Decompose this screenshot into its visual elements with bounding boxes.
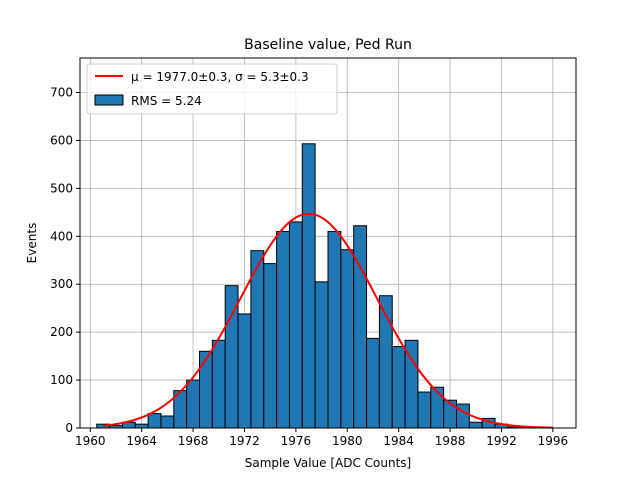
histogram-bar	[468, 421, 483, 429]
y-axis-ticks: 0 100 200 300 400 500 600 700	[50, 86, 80, 435]
legend: μ = 1977.0±0.3, σ = 5.3±0.3 RMS = 5.24	[86, 63, 338, 115]
x-tick-label: 1964	[126, 434, 157, 448]
histogram-bar	[327, 230, 342, 429]
legend-box	[86, 63, 338, 115]
x-axis-label: Sample Value [ADC Counts]	[245, 456, 411, 470]
y-tick-label: 300	[50, 277, 73, 291]
chart-title: Baseline value, Ped Run	[244, 37, 412, 53]
legend-fit-label: μ = 1977.0±0.3, σ = 5.3±0.3	[131, 70, 309, 84]
x-tick-label: 1988	[435, 434, 466, 448]
x-tick-label: 1984	[383, 434, 414, 448]
histogram-bar	[340, 249, 355, 429]
x-tick-label: 1980	[332, 434, 363, 448]
histogram-bar	[237, 313, 252, 429]
y-tick-label: 200	[50, 325, 73, 339]
x-tick-label: 1968	[178, 434, 209, 448]
histogram-bar	[301, 143, 316, 429]
histogram-bar	[353, 225, 368, 429]
y-tick-label: 600	[50, 133, 73, 147]
histogram-bar	[263, 263, 278, 429]
x-tick-label: 1960	[75, 434, 106, 448]
histogram-bar	[430, 386, 445, 429]
histogram-bar	[417, 391, 432, 429]
histogram-bar	[134, 423, 149, 429]
x-tick-label: 1972	[229, 434, 260, 448]
axes-frame	[79, 57, 577, 429]
histogram-bar	[391, 346, 406, 429]
y-tick-label: 700	[50, 86, 73, 100]
histogram-bar	[147, 413, 162, 429]
histogram-bar	[160, 415, 175, 429]
y-tick-label: 500	[50, 181, 73, 195]
x-tick-label: 1996	[538, 434, 569, 448]
histogram-bar	[314, 281, 329, 429]
histogram-bar	[288, 221, 303, 429]
y-axis-label: Events	[25, 223, 39, 264]
histogram-bar	[250, 250, 265, 429]
histogram-bar	[366, 337, 380, 429]
histogram-bar	[211, 339, 226, 429]
histogram-bar	[199, 350, 213, 429]
y-tick-label: 100	[50, 373, 73, 387]
x-tick-label: 1976	[281, 434, 312, 448]
x-axis-ticks: 1960 1964 1968 1972 1976 1980 1984 1988 1992 1996	[75, 428, 568, 448]
y-tick-label: 0	[65, 421, 73, 435]
gaussian-fit-line	[103, 212, 553, 429]
histogram-bar	[455, 403, 470, 429]
legend-hist-swatch	[94, 94, 124, 106]
histogram-bar	[186, 379, 201, 429]
y-tick-label: 400	[50, 229, 73, 243]
legend-rms-label: RMS = 5.24	[131, 94, 202, 108]
x-tick-label: 1992	[486, 434, 517, 448]
histogram-bar	[276, 230, 290, 429]
